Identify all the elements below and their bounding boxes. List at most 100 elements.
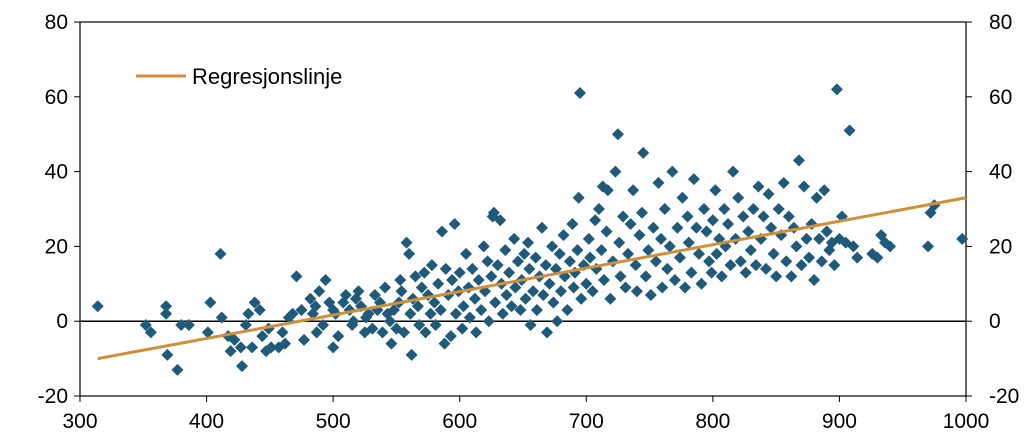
scatter-point	[710, 247, 723, 260]
scatter-point	[487, 206, 500, 219]
scatter-point	[439, 262, 452, 275]
scatter-point	[290, 270, 303, 283]
scatter-point	[286, 307, 299, 320]
scatter-point	[215, 311, 228, 324]
scatter-point	[871, 251, 884, 264]
scatter-point	[535, 221, 548, 234]
scatter-point	[265, 341, 278, 354]
scatter-point	[496, 307, 509, 320]
regression-line	[97, 196, 967, 361]
scatter-point	[685, 266, 698, 279]
scatter-point	[429, 318, 442, 331]
scatter-point	[385, 337, 398, 350]
scatter-point	[446, 274, 459, 287]
scatter-point	[627, 184, 640, 197]
scatter-point	[575, 292, 588, 305]
scatter-point	[718, 203, 731, 215]
scatter-point	[666, 165, 679, 178]
scatter-point	[567, 281, 580, 294]
scatter-point	[394, 274, 407, 287]
scatter-point	[782, 210, 795, 223]
scatter-point	[635, 206, 648, 219]
scatter-point	[642, 244, 655, 257]
scatter-point	[362, 307, 375, 320]
regression-line-group	[97, 196, 967, 361]
scatter-point	[700, 225, 713, 238]
scatter-point	[624, 217, 637, 230]
scatter-point	[808, 274, 821, 287]
x-tick-label: 700	[569, 410, 604, 433]
scatter-point	[668, 274, 681, 287]
scatter-point	[352, 285, 365, 298]
x-tick-label: 600	[442, 410, 477, 433]
scatter-point	[790, 240, 803, 253]
scatter-point	[616, 210, 629, 223]
y-tick-label-right: 40	[989, 161, 1012, 184]
scatter-point	[477, 240, 490, 253]
scatter-point	[884, 240, 897, 253]
scatter-point	[317, 318, 330, 331]
scatter-point	[679, 281, 692, 294]
scatter-point	[404, 307, 417, 320]
scatter-point	[413, 318, 426, 331]
scatter-point	[797, 180, 810, 193]
scatter-point	[671, 221, 684, 234]
y-tick-label-right: 80	[989, 11, 1012, 34]
scatter-point	[234, 341, 247, 354]
scatter-point	[644, 289, 657, 302]
y-tick-label-right: 0	[989, 310, 1001, 333]
y-tick-label-left: 0	[56, 310, 68, 333]
scatter-point	[613, 236, 626, 249]
scatter-point	[438, 337, 451, 350]
scatter-point	[589, 214, 602, 227]
scatter-point	[279, 337, 292, 350]
scatter-point	[508, 232, 521, 245]
scatter-point	[557, 229, 570, 242]
scatter-point	[182, 318, 195, 331]
y-tick-label-left: -20	[38, 385, 68, 408]
y-tick-label-right: -20	[989, 385, 1019, 408]
scatter-point	[656, 281, 669, 294]
scatter-point	[444, 330, 457, 343]
scatter-point	[652, 176, 665, 189]
scatter-point	[611, 128, 624, 141]
legend: Regresjonslinje	[136, 64, 342, 89]
scatter-point	[722, 217, 735, 230]
scatter-point	[830, 83, 843, 96]
y-tick-label-right: 20	[989, 235, 1012, 258]
scatter-point	[228, 333, 241, 346]
scatter-point	[692, 247, 705, 260]
scatter-point	[491, 259, 504, 272]
scatter-point	[563, 255, 576, 268]
scatter-point	[332, 330, 345, 343]
scatter-point	[551, 315, 564, 328]
scatter-point	[561, 303, 574, 316]
scatter-point	[792, 154, 805, 167]
scatter-point	[224, 345, 237, 358]
scatter-point	[571, 244, 584, 257]
scatter-point	[654, 232, 667, 245]
scatter-point	[276, 326, 289, 339]
scatter-point	[529, 251, 542, 264]
scatter-point	[339, 289, 352, 302]
scatter-point	[629, 259, 642, 272]
scatter-point	[347, 315, 360, 328]
scatter-point	[503, 266, 516, 279]
scatter-point	[803, 251, 816, 264]
scatter-point	[384, 315, 397, 328]
scatter-point	[690, 221, 703, 234]
scatter-point	[319, 274, 332, 287]
scatter-point	[715, 270, 728, 283]
scatter-point	[546, 240, 559, 253]
scatter-point	[749, 259, 762, 272]
scatter-point	[584, 251, 597, 264]
scatter-point	[409, 270, 422, 283]
scatter-point	[398, 326, 411, 339]
scatter-point	[524, 318, 537, 331]
scatter-point	[747, 203, 760, 215]
scatter-point	[415, 281, 428, 294]
x-tick-label: 1000	[943, 410, 990, 433]
scatter-point	[744, 244, 757, 257]
scatter-point	[956, 232, 969, 245]
scatter-point	[387, 303, 400, 316]
